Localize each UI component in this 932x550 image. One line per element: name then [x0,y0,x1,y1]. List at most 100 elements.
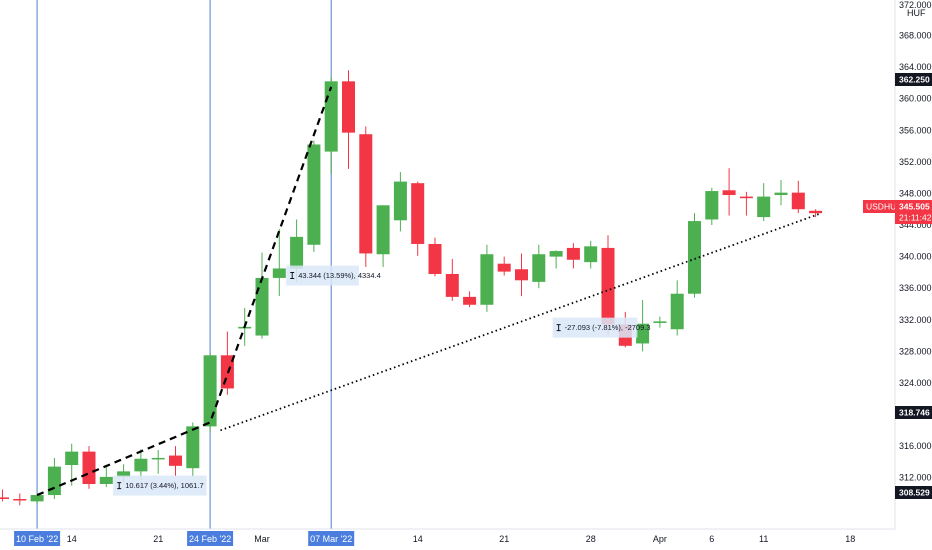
y-tick-label: 348.000 [899,188,932,198]
measure-icon [117,482,122,490]
x-tick-label: 07 Mar '22 [310,534,352,544]
y-tick-label: 332.000 [899,315,932,325]
candle-body [134,458,148,472]
y-tick-label: 328.000 [899,346,932,356]
candle-body [117,471,131,477]
candle-body [272,268,286,278]
y-tick-label: 316.000 [899,441,932,451]
candle-body [739,196,753,199]
candle-body [255,277,269,336]
candle-body [428,243,442,274]
measure-box [113,475,207,496]
x-tick-label: 24 Feb '22 [189,534,231,544]
candle-body [480,254,494,305]
candle-body [757,196,771,218]
y-tick-label: 312.000 [899,473,932,483]
x-tick-label: 10 Feb '22 [16,534,58,544]
measure-box [552,317,638,338]
candle-body [584,246,598,263]
measure-label: 10.617 (3.44%), 1061.7 [125,481,203,490]
last-price-badge: USDHUF 345.505 21:11:42 [863,200,932,224]
x-tick-label: 6 [709,534,714,544]
candle-body [359,134,373,254]
y-tick-label: 336.000 [899,283,932,293]
candle-body [549,251,563,257]
y-tick-label: 340.000 [899,252,932,262]
candle-body [722,190,736,196]
x-tick-label: 21 [499,534,509,544]
y-tick-label: 352.000 [899,157,932,167]
candle-body [411,183,425,244]
candle-body [705,191,719,220]
price-label-low: 308.529 [895,486,932,499]
countdown: 21:11:42 [899,213,932,223]
x-tick-label: 14 [67,534,77,544]
x-tick-label: 14 [413,534,423,544]
x-tick-highlight [308,531,355,546]
candle-body [791,192,805,210]
candles [0,70,823,506]
candle-body [463,296,477,305]
measure-icon [556,324,561,332]
trend-lines [36,86,820,497]
measure-label: 43.344 (13.59%), 4334.4 [298,271,381,280]
candle-body [99,476,113,484]
measure-box [286,265,359,286]
x-tick-label: 18 [845,534,855,544]
candle-body [393,181,407,221]
candle-body [653,321,667,323]
price-label-mid: 318.746 [895,406,932,419]
x-tick-label: 21 [153,534,163,544]
last-price: 345.505 [899,202,930,212]
y-tick-label: 356.000 [899,125,932,135]
candle-body [774,192,788,196]
candle-body [0,497,9,499]
trend-line-dashed [36,86,333,497]
candle-body [186,426,200,469]
price-label-high: 362.250 [895,73,932,86]
price-axis-top-label: 372.000 [899,0,932,10]
candle-body [342,81,355,133]
y-tick-label: 324.000 [899,378,932,388]
candle-body [169,455,182,466]
candle-body [636,323,650,344]
currency-label: HUF [907,8,926,18]
candle-body [151,457,165,460]
candle-body [809,210,823,214]
candle-body [30,495,44,502]
x-tick-highlight [187,531,234,546]
candle-body [532,254,546,282]
candle-body [445,273,459,297]
price-axis[interactable]: 312.000316.000320.000324.000328.000332.0… [863,0,932,529]
plot-area[interactable] [0,0,895,529]
symbol-label: USDHUF [866,202,901,212]
x-tick-label: 28 [586,534,596,544]
candle-body [324,81,338,152]
candle-body [601,247,615,325]
x-tick-highlight [14,531,61,546]
candle-body [65,451,79,466]
candle-body [82,451,96,484]
svg-text:318.746: 318.746 [899,408,930,418]
measurements: 10.617 (3.44%), 1061.7 43.344 (13.59%), 4… [113,265,651,496]
y-tick-label: 344.000 [899,220,932,230]
candle-body [290,236,304,269]
candle-body [13,498,27,501]
svg-text:362.250: 362.250 [899,75,930,85]
y-tick-label: 368.000 [899,31,932,41]
y-tick-label: 360.000 [899,94,932,104]
candle-body [497,263,511,272]
candle-body [376,205,390,255]
x-tick-label: 11 [759,534,768,544]
x-tick-label: Apr [653,534,667,544]
svg-text:308.529: 308.529 [899,488,930,498]
x-tick-label: Mar [254,534,270,544]
y-tick-label: 364.000 [899,62,932,72]
time-axis[interactable]: 10 Feb '22 14 21 24 Feb '22 Mar 07 Mar '22 14 2… [0,528,895,550]
candle-body [688,221,701,294]
candle-body [47,466,61,496]
candle-body [566,247,580,260]
candle-body [307,144,321,245]
candle-body [203,355,217,427]
